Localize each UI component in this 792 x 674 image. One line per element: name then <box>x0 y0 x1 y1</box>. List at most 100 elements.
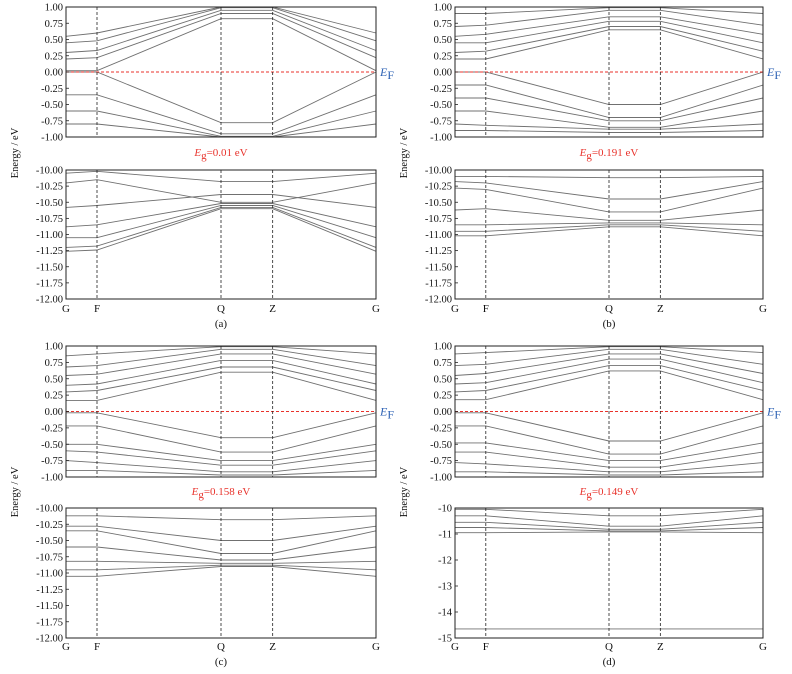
ytick-label: -10.75 <box>36 214 63 225</box>
ytick-label: -1.00 <box>430 473 452 484</box>
kpoint-label: G <box>372 303 380 315</box>
ytick-label: -0.25 <box>430 84 452 95</box>
ytick-label: 0.50 <box>45 374 63 385</box>
ytick-label: -10.50 <box>36 198 63 209</box>
y-axis-title: Energy / eV <box>399 127 410 178</box>
panel-2: EF1.000.750.500.250.00-0.25-0.50-0.75-1.… <box>10 342 394 669</box>
band-line <box>66 469 377 476</box>
band-gap-label: Eg=0.01 eV <box>193 147 247 162</box>
band-line <box>65 348 377 368</box>
ytick-label: -11.75 <box>36 617 63 628</box>
fermi-label-sub: F <box>774 68 781 82</box>
ytick-label: 0.75 <box>45 19 63 30</box>
ytick-label: 0.50 <box>434 374 452 385</box>
band-gap-sub: g <box>586 150 592 162</box>
panel-label: (b) <box>603 318 616 330</box>
band-line <box>454 365 764 393</box>
kpoint-label: G <box>62 303 70 315</box>
panel-3: EF1.000.750.500.250.00-0.25-0.50-0.75-1.… <box>399 342 781 669</box>
ytick-label: -10.00 <box>425 166 452 177</box>
band-line <box>65 450 377 466</box>
ytick-label: -0.75 <box>430 116 452 127</box>
fermi-label-main: E <box>379 65 388 79</box>
ytick-label: -0.50 <box>430 100 452 111</box>
ytick-label: -10.25 <box>36 520 63 531</box>
ytick-label: -10.75 <box>36 552 63 563</box>
ytick-label: -12.00 <box>36 634 63 645</box>
band-line <box>454 9 764 27</box>
band-line <box>66 566 377 577</box>
ytick-label: -10.25 <box>425 182 452 193</box>
ytick-label: -11.50 <box>425 262 452 273</box>
band-gap-value: =0.191 eV <box>592 147 639 159</box>
kpoint-label: F <box>483 303 489 315</box>
band-line <box>65 208 377 252</box>
band-line <box>455 531 764 534</box>
band-gap-label: Eg=0.149 eV <box>579 486 639 501</box>
ytick-label: -1.00 <box>41 133 63 144</box>
band-line <box>454 181 764 200</box>
ytick-label: -15 <box>438 634 452 645</box>
axes-frame <box>65 169 377 300</box>
ytick-label: -0.25 <box>41 84 63 95</box>
kpoint-label: G <box>451 303 459 315</box>
ytick-label: -12 <box>438 556 452 567</box>
ytick-label: 0.75 <box>434 358 452 369</box>
band-line <box>454 348 764 367</box>
band-gap-sub: g <box>586 489 592 501</box>
ytick-label: -10 <box>438 504 452 515</box>
band-gap-value: =0.158 eV <box>204 486 251 498</box>
ytick-label: -1.00 <box>430 133 452 144</box>
band-gap-main: E <box>191 486 199 498</box>
fermi-label-sub: F <box>387 408 394 422</box>
ytick-label: 0.25 <box>434 391 452 402</box>
ytick-label: -10.50 <box>36 536 63 547</box>
ytick-label: 1.00 <box>45 342 63 353</box>
kpoint-label: Z <box>657 641 664 653</box>
ytick-label: -1.00 <box>41 473 63 484</box>
y-axis-title: Energy / eV <box>10 127 21 178</box>
ytick-label: -0.25 <box>430 423 452 434</box>
kpoint-label: Z <box>269 303 276 315</box>
axes-frame <box>454 507 764 639</box>
panel-label: (d) <box>603 656 616 668</box>
ytick-label: -11.25 <box>36 246 63 257</box>
kpoint-label: G <box>759 303 767 315</box>
fermi-label: EF <box>766 65 781 82</box>
ytick-label: -10.50 <box>425 198 452 209</box>
band-line <box>454 26 764 53</box>
ytick-label: -0.50 <box>430 440 452 451</box>
panel-1: EF1.000.750.500.250.00-0.25-0.50-0.75-1.… <box>399 3 781 331</box>
ytick-label: 0.75 <box>434 19 452 30</box>
band-gap-value: =0.01 eV <box>207 147 248 159</box>
band-gap-sub: g <box>198 489 204 501</box>
ytick-label: -11.25 <box>36 585 63 596</box>
ytick-label: 1.00 <box>434 3 452 14</box>
ytick-label: -14 <box>438 608 453 619</box>
ytick-label: -10.25 <box>36 182 63 193</box>
ytick-label: -0.75 <box>41 116 63 127</box>
kpoint-label: Z <box>269 641 276 653</box>
band-line <box>455 425 764 455</box>
ytick-label: -11.50 <box>36 601 63 612</box>
kpoint-label: Q <box>217 641 225 653</box>
band-gap-main: E <box>579 147 587 159</box>
band-gap-main: E <box>193 147 201 159</box>
band-gap-sub: g <box>201 150 207 162</box>
ytick-label: -0.50 <box>41 440 63 451</box>
band-line <box>66 123 377 138</box>
band-gap-value: =0.149 eV <box>592 486 639 498</box>
ytick-label: -11.75 <box>36 278 63 289</box>
band-gap-label: Eg=0.191 eV <box>579 147 639 162</box>
fermi-label-main: E <box>379 405 388 419</box>
band-line <box>65 203 377 228</box>
band-line <box>65 9 377 53</box>
ytick-label: -11.75 <box>425 278 452 289</box>
fermi-label-main: E <box>766 405 775 419</box>
fermi-label-sub: F <box>774 408 781 422</box>
ytick-label: 0.25 <box>45 51 63 62</box>
band-line <box>455 20 764 44</box>
ytick-label: -11.00 <box>36 230 63 241</box>
band-line <box>65 194 377 208</box>
